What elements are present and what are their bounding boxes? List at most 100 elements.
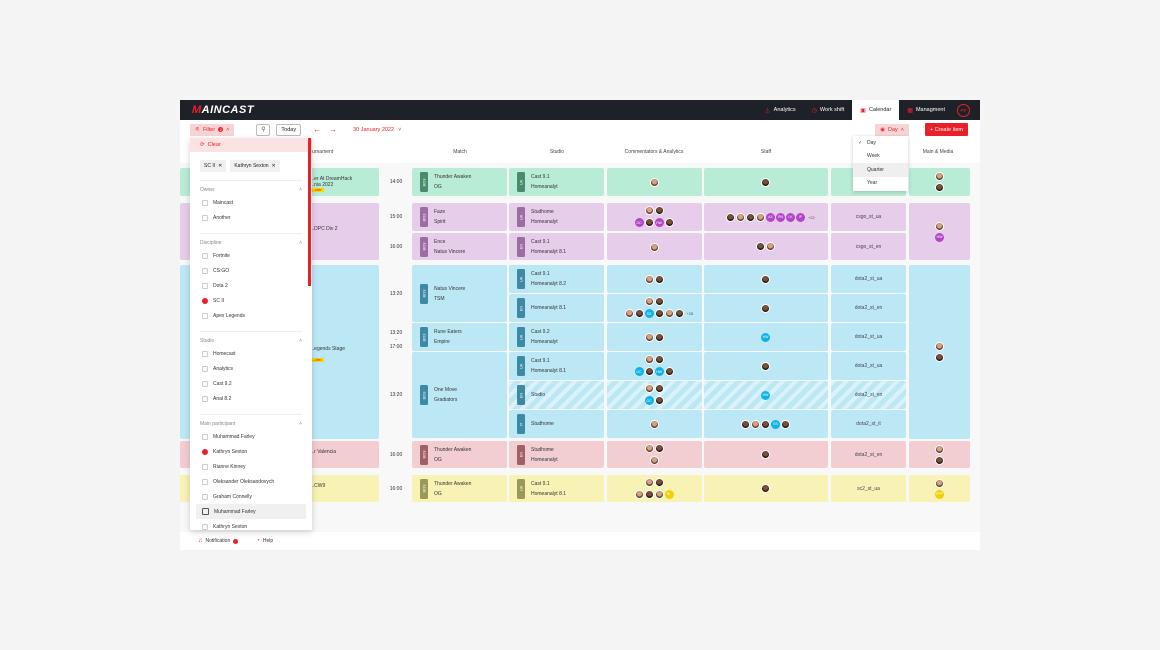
avatar[interactable] [644,297,654,306]
nav-work-shift[interactable]: ◷ Work shift [811,107,845,114]
view-select[interactable]: ◉ Day ˄ [875,124,909,136]
staff-cell[interactable]: HW [704,323,828,351]
commentators-cell[interactable] [607,323,702,351]
studio-cell[interactable]: EN Studhome Homeanalyt [509,441,604,468]
clear-filters-button[interactable]: ⟳ Clear [190,138,312,152]
chevron-up-icon[interactable]: ˄ [299,240,302,246]
initials-avatar[interactable]: HW [654,218,664,227]
nav-analytics[interactable]: ⏃ Analytics [764,107,796,115]
avatar[interactable] [935,455,944,465]
avatar[interactable] [644,443,654,453]
close-icon[interactable]: ✕ [271,163,276,169]
match-cell[interactable]: BO3 Ence Natus Vincere [412,233,507,260]
avatar[interactable] [761,419,770,429]
match-cell[interactable]: BO3 Natus Vincere TSM [412,265,507,322]
initials-avatar[interactable]: GC [634,218,644,227]
checkbox[interactable] [202,433,208,440]
media-cell[interactable]: HW [909,203,970,260]
avatar[interactable] [644,218,654,227]
initials-avatar[interactable]: RN [776,212,785,222]
initials-avatar[interactable]: AX [766,212,775,222]
filter-option[interactable]: Kathryn Sexton [190,444,312,459]
assign-user-button[interactable]: ⚲ [256,123,271,136]
channel-cell[interactable]: sc2_st_ua [831,475,906,502]
avatar[interactable] [935,342,944,351]
radio-checked-icon[interactable] [202,448,208,455]
avatar[interactable] [644,333,654,342]
avatar[interactable] [654,384,664,393]
filter-section-header[interactable]: Studio ˄ [190,332,312,346]
match-cell[interactable]: BO3 Thunder Awaken OG [412,441,507,468]
checkbox[interactable] [202,252,208,259]
filter-option[interactable]: CS:GO [190,263,312,278]
commentators-cell[interactable] [607,441,702,468]
filter-chip[interactable]: SC II ✕ [200,160,227,172]
initials-avatar[interactable]: SS [771,419,780,429]
media-cell[interactable] [909,265,970,439]
avatar[interactable] [935,478,944,488]
studio-cell[interactable]: UA Cast 9.1 Homeanalyt 8.1 [509,352,604,380]
radio-checked-icon[interactable] [202,297,208,304]
avatar[interactable] [761,303,770,313]
checkbox[interactable] [202,523,208,530]
filter-section-header[interactable]: Discipline ˄ [190,234,312,248]
commentators-cell[interactable] [607,265,702,293]
studio-cell[interactable]: UA Cast 9.2 Homeanalyt [509,323,604,351]
staff-cell[interactable] [704,352,828,380]
avatar[interactable] [654,309,664,318]
more-count[interactable]: +28 [686,311,694,316]
avatar[interactable] [654,477,664,487]
chevron-up-icon[interactable]: ˄ [299,421,302,427]
filter-option[interactable]: Another [190,210,312,225]
more-count[interactable]: +22 [808,215,815,220]
checkbox[interactable] [202,380,208,387]
channel-cell[interactable]: dota2_st_en [831,381,906,409]
staff-cell[interactable] [704,233,828,260]
checkbox[interactable] [202,214,208,221]
studio-cell[interactable]: UA Studhome Homeanalyt [509,203,604,231]
avatar[interactable] [664,309,674,318]
avatar[interactable] [674,309,684,318]
studio-cell[interactable]: UA Cast 9.1 Homeanalyt 8.1 [509,475,604,502]
staff-cell[interactable] [704,294,828,322]
filter-option[interactable]: Fortnite [190,248,312,263]
avatar[interactable] [736,212,745,222]
filter-option[interactable]: Muhammad Farley [196,504,306,519]
avatar[interactable] [644,355,654,364]
avatar[interactable] [649,420,659,429]
avatar[interactable] [741,419,750,429]
filter-option[interactable]: Cast 9.2 [190,376,312,391]
commentators-cell[interactable]: GC [607,381,702,409]
nav-calendar[interactable]: ▣ Calendar [852,100,900,120]
match-cell[interactable]: BO3 Thunder Awaken OG [412,475,507,502]
avatar[interactable] [654,206,664,215]
avatar[interactable] [756,242,765,251]
filter-option[interactable]: Dota 2 [190,278,312,293]
avatar[interactable] [644,275,654,284]
avatar[interactable] [654,396,664,405]
filter-option[interactable]: Kathryn Sexton [190,519,312,530]
staff-cell[interactable]: AX RN LK IP +22 [704,203,828,231]
filter-option[interactable]: Anal 8.2 [190,391,312,406]
commentators-cell[interactable]: SS +28 [607,294,702,322]
avatar[interactable] [935,353,944,362]
filter-option[interactable]: Maincast [190,195,312,210]
channel-cell[interactable]: dota2_st_en [831,441,906,468]
avatar[interactable] [761,450,770,459]
checkbox[interactable] [202,463,208,470]
initials-avatar[interactable]: GC [634,367,644,376]
initials-avatar[interactable]: HW [761,332,770,342]
studio-cell[interactable]: IT Studhome [509,410,604,438]
avatar[interactable] [761,177,770,187]
next-arrow-icon[interactable]: → [329,125,338,134]
channel-cell[interactable]: dota2_st_ua [831,352,906,380]
channel-cell[interactable]: dota2_st_it [831,410,906,438]
initials-avatar[interactable]: RL [664,489,674,499]
notification-link[interactable]: ♫ Notification [198,538,239,544]
staff-cell[interactable]: SS [704,410,828,438]
studio-cell[interactable]: EN Homeanalyt 8.1 [509,294,604,322]
commentators-cell[interactable] [607,168,702,196]
view-option-day[interactable]: Day [853,136,908,150]
filter-option[interactable]: Oleksander Oleksandovych [190,474,312,489]
avatar[interactable] [654,333,664,342]
